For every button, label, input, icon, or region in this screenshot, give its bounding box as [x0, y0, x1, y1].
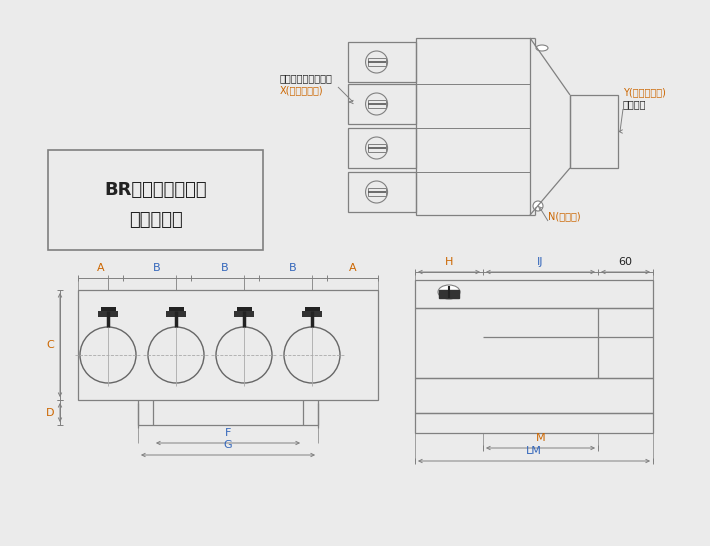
- Circle shape: [374, 146, 378, 150]
- Bar: [302, 311, 322, 317]
- Bar: [348, 84, 416, 124]
- Bar: [368, 144, 386, 152]
- Text: LM: LM: [526, 446, 542, 456]
- Ellipse shape: [536, 45, 548, 51]
- Text: IJ: IJ: [537, 257, 544, 267]
- Bar: [415, 413, 653, 433]
- Bar: [78, 290, 378, 400]
- Text: ダンパー付ホース口: ダンパー付ホース口: [280, 73, 333, 83]
- Text: A: A: [349, 263, 356, 273]
- Circle shape: [374, 60, 378, 64]
- Text: G: G: [224, 440, 232, 450]
- Text: B: B: [153, 263, 160, 273]
- Bar: [305, 307, 320, 312]
- Bar: [234, 311, 254, 317]
- Bar: [368, 188, 386, 196]
- Text: C: C: [46, 340, 54, 350]
- Bar: [415, 378, 653, 413]
- Bar: [368, 100, 386, 108]
- Text: A: A: [97, 263, 104, 273]
- Ellipse shape: [438, 285, 460, 299]
- Bar: [101, 307, 116, 312]
- Circle shape: [374, 190, 378, 194]
- Circle shape: [374, 102, 378, 106]
- Bar: [368, 58, 386, 66]
- Bar: [48, 150, 263, 250]
- Bar: [570, 95, 618, 168]
- Text: D: D: [45, 407, 54, 418]
- Text: B: B: [222, 263, 229, 273]
- Text: 概略寸法図: 概略寸法図: [129, 211, 182, 229]
- Bar: [348, 128, 416, 168]
- Text: F: F: [225, 428, 231, 438]
- Text: N(止め穴): N(止め穴): [548, 211, 581, 221]
- Bar: [416, 38, 530, 215]
- Text: B: B: [289, 263, 297, 273]
- Text: X(接続出口側): X(接続出口側): [280, 85, 324, 95]
- Bar: [166, 311, 186, 317]
- Text: M: M: [535, 433, 545, 443]
- Bar: [98, 311, 118, 317]
- Text: BR型水平多分岐管: BR型水平多分岐管: [104, 181, 207, 199]
- Bar: [439, 290, 459, 298]
- Text: 60: 60: [618, 257, 633, 267]
- Text: Y(接続入口側): Y(接続入口側): [623, 87, 666, 97]
- Bar: [415, 280, 653, 308]
- Bar: [348, 172, 416, 212]
- Text: ホース口: ホース口: [623, 99, 647, 109]
- Bar: [168, 307, 183, 312]
- Circle shape: [533, 201, 543, 211]
- Bar: [348, 42, 416, 82]
- Bar: [236, 307, 251, 312]
- Text: H: H: [444, 257, 453, 267]
- Bar: [415, 308, 653, 378]
